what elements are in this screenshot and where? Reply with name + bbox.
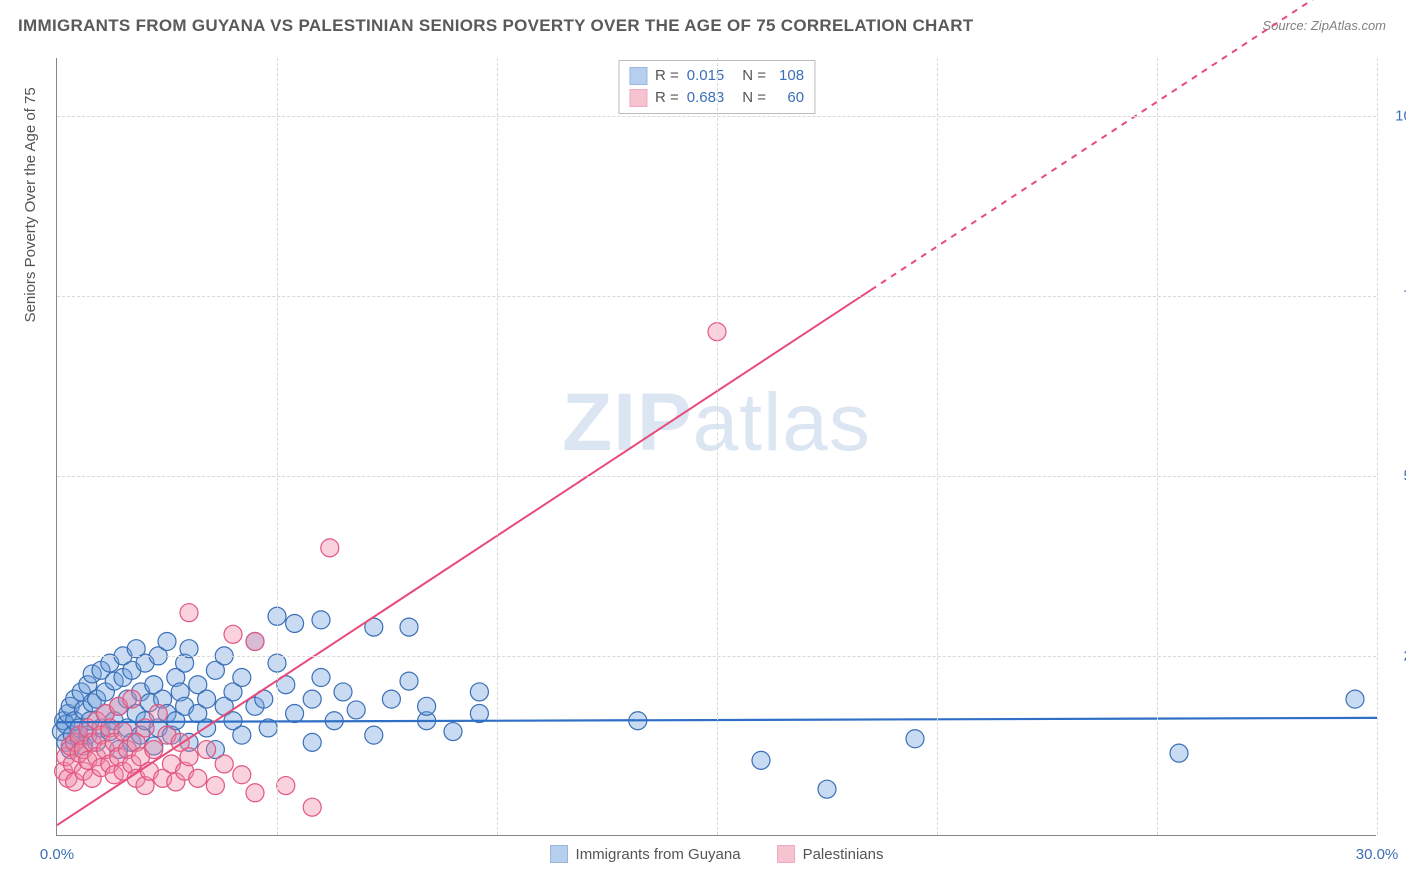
gridline-v — [717, 58, 718, 835]
data-point — [224, 625, 242, 643]
y-tick-label: 50.0% — [1386, 467, 1406, 484]
trend-line-dashed — [871, 0, 1377, 290]
trend-line — [57, 290, 871, 825]
data-point — [1346, 690, 1364, 708]
legend-n-label: N = — [742, 87, 766, 109]
legend-n-label: N = — [742, 65, 766, 87]
gridline-v — [1377, 58, 1378, 835]
plot-area: ZIPatlas R = 0.015N = 108R = 0.683N = 60… — [56, 58, 1376, 836]
legend-series-item: Immigrants from Guyana — [550, 845, 741, 863]
legend-r-label: R = — [655, 65, 679, 87]
y-tick-label: 75.0% — [1386, 287, 1406, 304]
gridline-v — [497, 58, 498, 835]
legend-series-item: Palestinians — [777, 845, 884, 863]
data-point — [312, 669, 330, 687]
data-point — [321, 539, 339, 557]
data-point — [233, 669, 251, 687]
data-point — [286, 705, 304, 723]
y-axis-title: Seniors Poverty Over the Age of 75 — [22, 87, 39, 322]
legend-n-value: 108 — [774, 65, 804, 87]
data-point — [180, 748, 198, 766]
x-tick-label: 30.0% — [1356, 846, 1399, 863]
data-point — [233, 726, 251, 744]
data-point — [206, 777, 224, 795]
legend-series: Immigrants from Guyana Palestinians — [550, 845, 884, 863]
gridline-v — [1157, 58, 1158, 835]
y-tick-label: 100.0% — [1386, 107, 1406, 124]
legend-swatch — [777, 845, 795, 863]
data-point — [470, 683, 488, 701]
data-point — [246, 633, 264, 651]
data-point — [215, 755, 233, 773]
data-point — [312, 611, 330, 629]
legend-n-value: 60 — [774, 87, 804, 109]
data-point — [123, 690, 141, 708]
data-point — [180, 604, 198, 622]
data-point — [145, 741, 163, 759]
data-point — [303, 798, 321, 816]
data-point — [233, 766, 251, 784]
source-attribution: Source: ZipAtlas.com — [1262, 18, 1386, 33]
data-point — [818, 780, 836, 798]
data-point — [444, 723, 462, 741]
legend-swatch — [629, 89, 647, 107]
legend-swatch — [550, 845, 568, 863]
data-point — [365, 726, 383, 744]
legend-r-value: 0.683 — [687, 87, 725, 109]
data-point — [303, 733, 321, 751]
data-point — [347, 701, 365, 719]
y-tick-label: 25.0% — [1386, 647, 1406, 664]
legend-series-label: Immigrants from Guyana — [576, 846, 741, 863]
data-point — [418, 697, 436, 715]
gridline-v — [937, 58, 938, 835]
data-point — [1170, 744, 1188, 762]
data-point — [149, 705, 167, 723]
data-point — [400, 618, 418, 636]
data-point — [246, 784, 264, 802]
data-point — [198, 741, 216, 759]
data-point — [400, 672, 418, 690]
data-point — [303, 690, 321, 708]
legend-r-value: 0.015 — [687, 65, 725, 87]
data-point — [382, 690, 400, 708]
data-point — [334, 683, 352, 701]
gridline-v — [277, 58, 278, 835]
legend-swatch — [629, 67, 647, 85]
chart-title: IMMIGRANTS FROM GUYANA VS PALESTINIAN SE… — [18, 16, 973, 36]
data-point — [906, 730, 924, 748]
legend-series-label: Palestinians — [803, 846, 884, 863]
data-point — [189, 769, 207, 787]
data-point — [277, 777, 295, 795]
legend-r-label: R = — [655, 87, 679, 109]
data-point — [286, 614, 304, 632]
data-point — [752, 751, 770, 769]
data-point — [198, 690, 216, 708]
data-point — [158, 633, 176, 651]
x-tick-label: 0.0% — [40, 846, 74, 863]
